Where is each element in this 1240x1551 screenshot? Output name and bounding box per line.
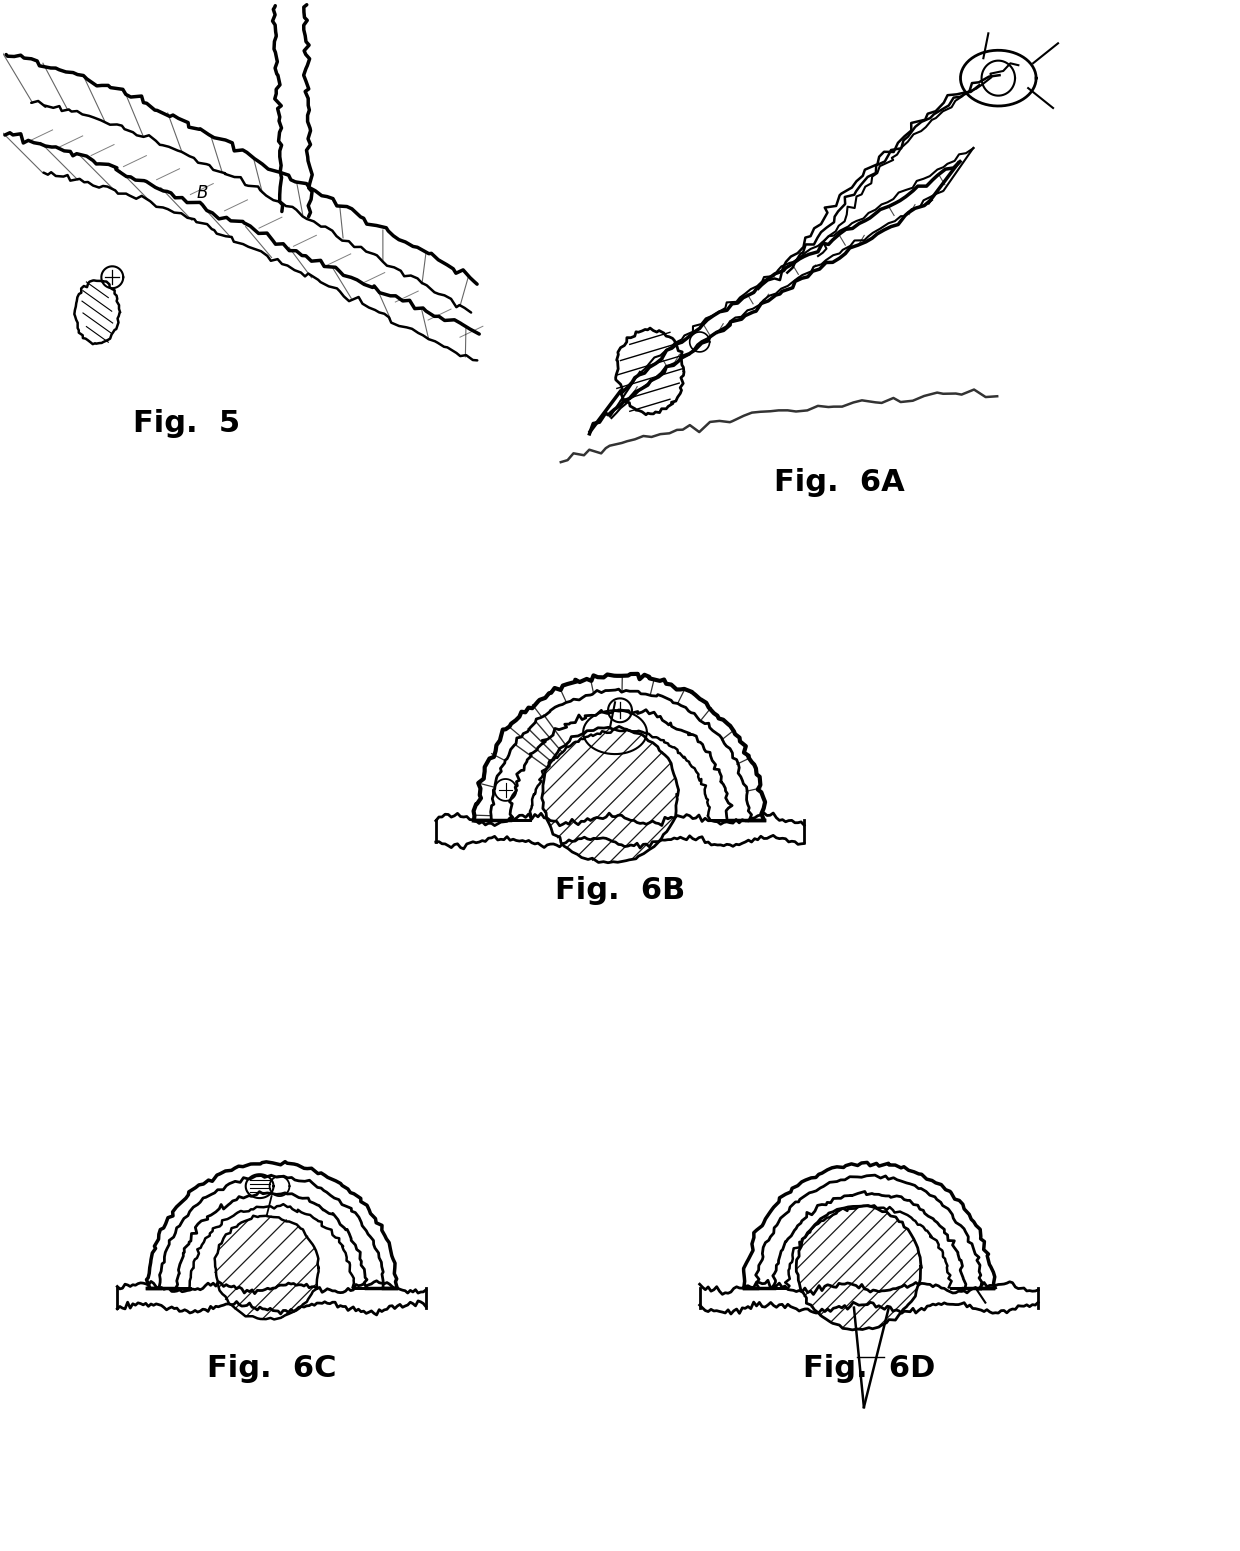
Text: Fig.  6A: Fig. 6A bbox=[774, 468, 904, 498]
Text: B: B bbox=[197, 183, 208, 202]
Text: Fig.  6B: Fig. 6B bbox=[554, 876, 686, 906]
Text: Fig.  6C: Fig. 6C bbox=[207, 1354, 336, 1383]
Text: Fig.  5: Fig. 5 bbox=[134, 408, 241, 437]
Text: Fig.  6D: Fig. 6D bbox=[802, 1354, 935, 1383]
